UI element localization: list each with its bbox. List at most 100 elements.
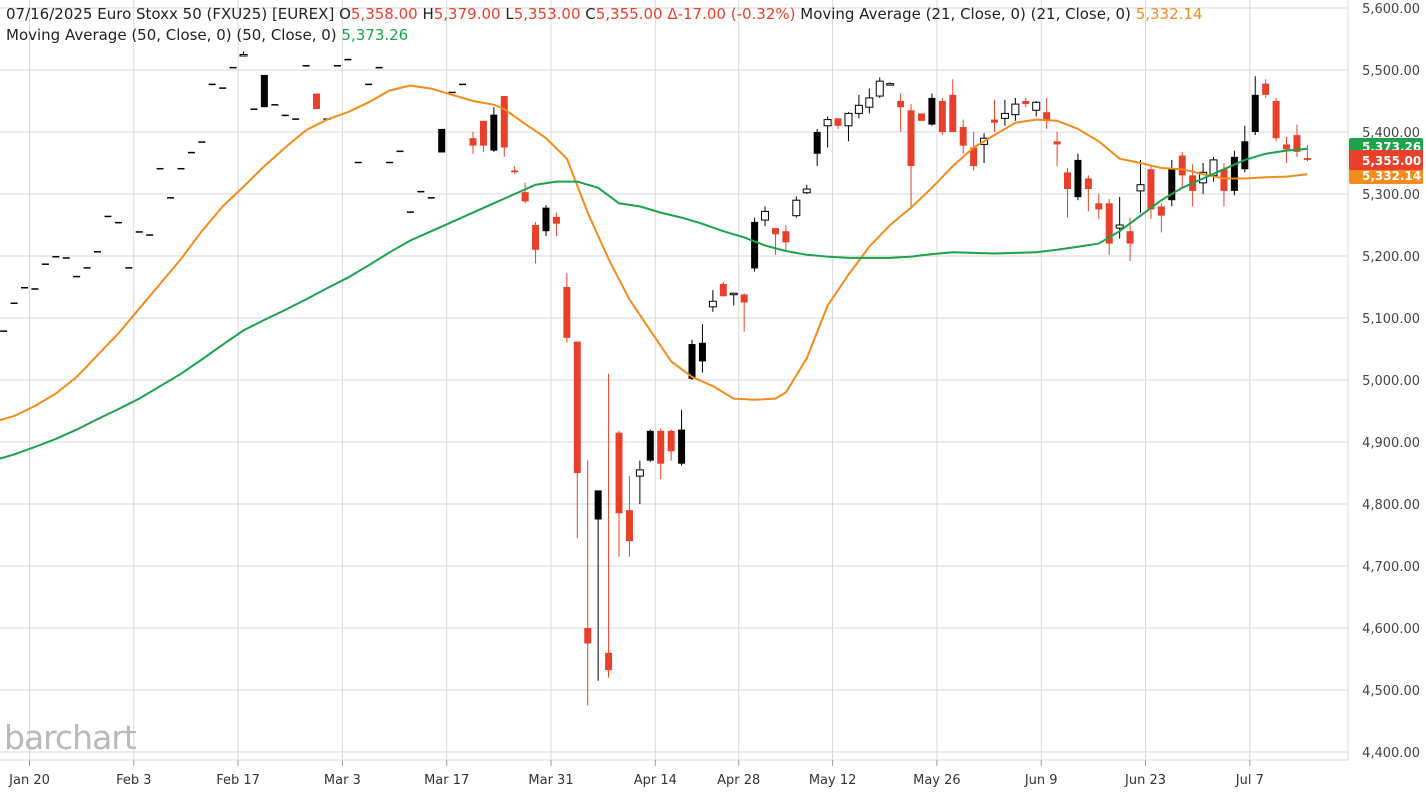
candle [635, 460, 644, 504]
candle [1095, 194, 1103, 219]
x-axis-labels: Jan 20 Feb 3 Feb 17 Mar 3 Mar 17 Mar 31 Apr 14… [8, 773, 1264, 788]
candle [980, 133, 989, 163]
candle [302, 65, 310, 67]
candle [615, 430, 623, 557]
y-tick-label: 5,200.00 [1362, 250, 1420, 265]
candle [605, 373, 613, 678]
candle [438, 128, 446, 153]
candle [1064, 167, 1071, 218]
candle-body [667, 430, 675, 452]
candle [1147, 166, 1155, 219]
candle-body [886, 83, 895, 86]
close-value: 5,355.00 [595, 5, 663, 23]
candle [41, 263, 49, 265]
candle [1293, 124, 1301, 157]
candle [970, 132, 978, 171]
candle [260, 74, 268, 108]
y-tick-label: 5,000.00 [1362, 374, 1420, 389]
candle-body [31, 288, 39, 290]
candle-body [333, 65, 341, 67]
candle [708, 290, 717, 312]
header-line-1: 07/16/2025 Euro Stoxx 50 (FXU25) [EUREX]… [6, 4, 1202, 25]
high-value: 5,379.00 [433, 5, 501, 23]
candle-body [865, 97, 874, 108]
candle [1262, 79, 1270, 98]
candle [792, 196, 801, 218]
candle [239, 51, 248, 57]
y-tick-label: 5,500.00 [1362, 64, 1420, 79]
candle [1136, 159, 1145, 213]
candle-body [83, 267, 91, 269]
candle-body [928, 97, 936, 125]
candle-body [313, 93, 321, 110]
candle-body [1053, 141, 1061, 145]
candle [1209, 156, 1218, 182]
candle-body [1293, 135, 1301, 152]
candle-body [782, 231, 790, 243]
candle [907, 104, 915, 207]
candle-body [21, 287, 28, 289]
y-tick-label: 4,900.00 [1362, 436, 1420, 451]
candle [229, 66, 237, 69]
candle-body [1178, 155, 1186, 176]
candle [897, 93, 905, 132]
candle-body [239, 54, 248, 57]
x-tick-label: May 26 [913, 773, 961, 788]
candle [594, 490, 602, 681]
candle-body [41, 263, 49, 265]
candle-body [1115, 224, 1124, 229]
x-tick-label: May 12 [809, 773, 857, 788]
candle [657, 428, 665, 480]
ma21-value: 5,332.14 [1135, 5, 1203, 23]
candle-body [917, 113, 925, 121]
candle-body [469, 138, 477, 146]
candle [740, 293, 748, 332]
candle-body [146, 234, 154, 236]
candle [271, 104, 279, 106]
x-tick-label: Apr 28 [717, 773, 760, 788]
candle [396, 150, 404, 153]
candle-body [1283, 144, 1291, 150]
candle-body [771, 228, 779, 235]
candle [928, 93, 936, 126]
candle-body [292, 118, 300, 120]
candle [751, 217, 759, 272]
candle [187, 151, 195, 154]
candle [813, 128, 821, 167]
candle [469, 132, 477, 154]
candle-body [532, 225, 540, 250]
candle-body [177, 167, 185, 170]
candle-body [281, 114, 289, 117]
candle [500, 96, 508, 157]
candle-body [1084, 178, 1092, 190]
candle [1126, 217, 1134, 261]
candle [802, 184, 811, 194]
candle [281, 114, 289, 117]
candle [834, 118, 842, 129]
candle [938, 97, 946, 136]
candle-body [73, 275, 81, 278]
candle [1251, 76, 1259, 136]
candle [135, 231, 143, 233]
candle [198, 141, 206, 143]
candle-body [1022, 101, 1030, 105]
candle [729, 292, 738, 306]
candle [511, 166, 519, 175]
last-price-badge [1349, 150, 1423, 170]
y-tick-label: 5,300.00 [1362, 188, 1420, 203]
candle-body [511, 170, 519, 173]
candle-body [1230, 156, 1238, 191]
x-tick-label: Mar 17 [424, 773, 469, 788]
candle-body [1262, 83, 1270, 95]
candle-body [1105, 203, 1113, 244]
candle-body [802, 188, 811, 194]
candle [1272, 97, 1280, 142]
candle-body [94, 251, 102, 253]
candle-body [761, 210, 770, 221]
candle [386, 161, 394, 164]
candle-body [1032, 101, 1041, 111]
candle-body [542, 207, 550, 232]
candle-body [427, 197, 435, 199]
candle-body [1168, 169, 1176, 201]
